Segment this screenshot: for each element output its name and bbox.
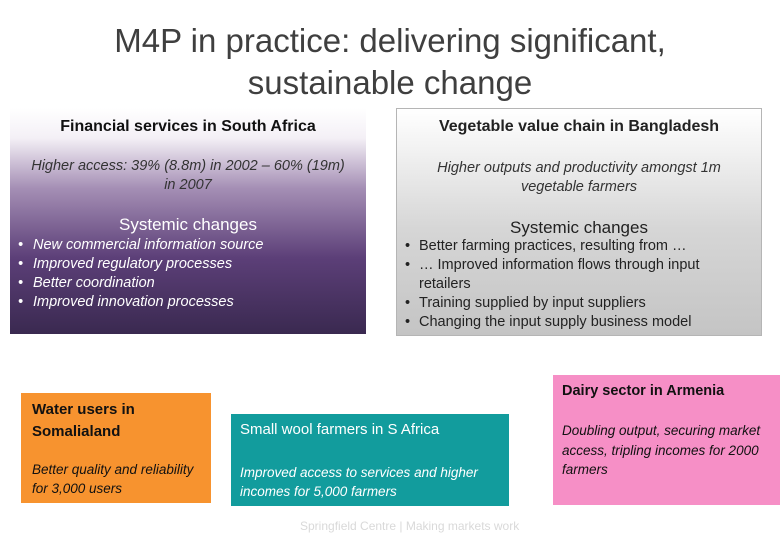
bangladesh-bullet-list: Better farming practices, resulting from… — [405, 237, 745, 332]
list-item: Improved innovation processes — [18, 293, 263, 312]
bangladesh-subtitle: Higher outputs and productivity amongst … — [437, 160, 721, 195]
list-item: … Improved information flows through inp… — [405, 256, 745, 294]
slide-title-line-2: sustainable change — [247, 64, 533, 101]
water-users-box: Water users in Somalialand Better qualit… — [21, 393, 211, 503]
list-item: Better coordination — [18, 274, 263, 293]
south-africa-subtitle: Higher access: 39% (8.8m) in 2002 – 60% … — [31, 158, 345, 193]
wool-farmers-title: Small wool farmers in S Africa — [240, 421, 440, 438]
bangladesh-systemic-heading: Systemic changes — [510, 218, 648, 237]
wool-farmers-subtitle: Improved access to services and higher i… — [240, 465, 478, 499]
list-item: Training supplied by input suppliers — [405, 294, 745, 313]
water-users-title: Water users in Somalialand — [32, 401, 135, 440]
wool-farmers-box: Small wool farmers in S Africa Improved … — [231, 414, 509, 506]
bangladesh-panel: Vegetable value chain in Bangladesh High… — [396, 108, 762, 336]
south-africa-bullet-list: New commercial information source Improv… — [18, 236, 263, 312]
water-users-subtitle: Better quality and reliability for 3,000… — [32, 462, 194, 496]
footer-text: Springfield Centre | Making markets work — [300, 519, 520, 533]
south-africa-heading: Financial services in South Africa — [60, 118, 316, 135]
list-item: Better farming practices, resulting from… — [405, 237, 745, 256]
dairy-sector-subtitle: Doubling output, securing market access,… — [562, 423, 761, 477]
south-africa-panel: Financial services in South Africa Highe… — [10, 108, 366, 334]
slide-title: M4P in practice: delivering significant,… — [40, 20, 740, 104]
list-item: Improved regulatory processes — [18, 255, 263, 274]
list-item: New commercial information source — [18, 236, 263, 255]
slide-title-line-1: M4P in practice: delivering significant, — [114, 22, 666, 59]
list-item: Changing the input supply business model — [405, 313, 745, 332]
dairy-sector-title: Dairy sector in Armenia — [562, 383, 725, 399]
dairy-sector-box: Dairy sector in Armenia Doubling output,… — [553, 375, 780, 505]
south-africa-systemic-heading: Systemic changes — [119, 215, 257, 234]
bangladesh-heading: Vegetable value chain in Bangladesh — [438, 118, 720, 135]
